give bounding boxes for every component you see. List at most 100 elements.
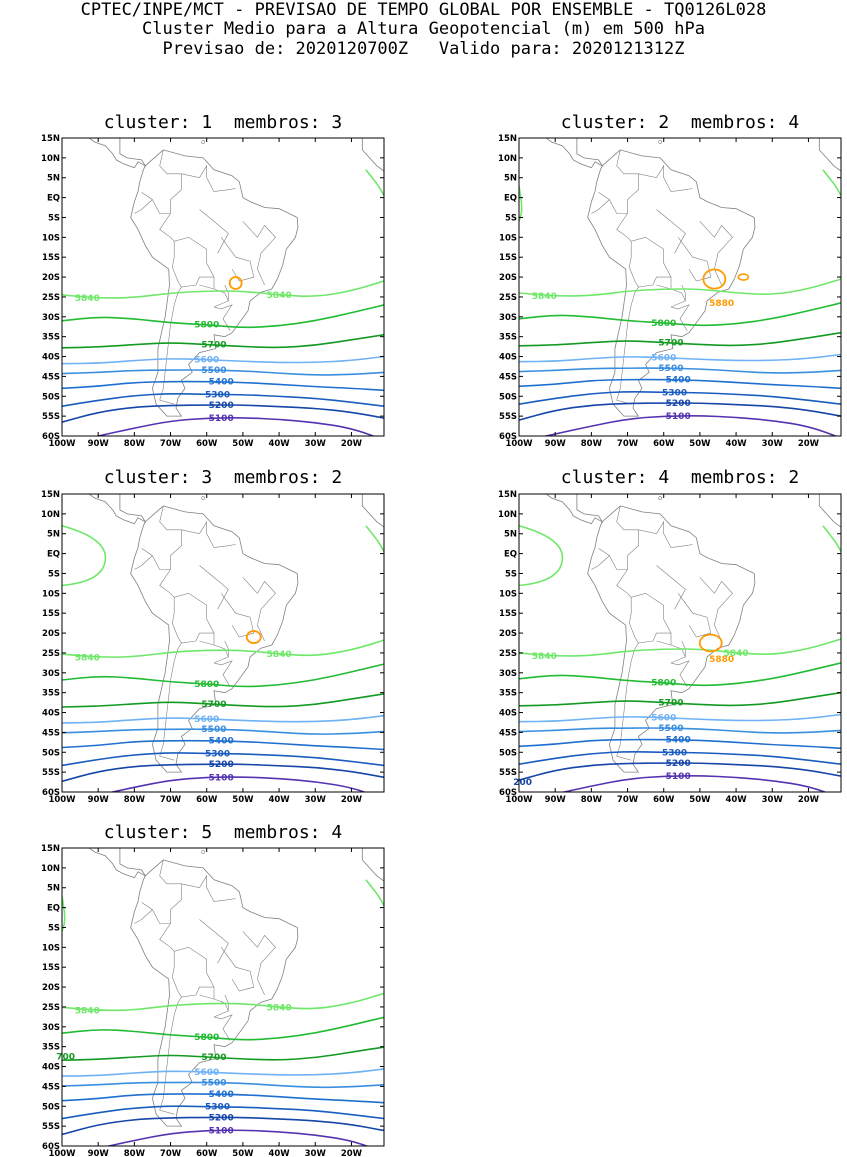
lat-label: 5N xyxy=(504,530,517,540)
lon-label: 90W xyxy=(88,1149,110,1157)
contour-5840 xyxy=(62,992,384,1012)
lon-label: 80W xyxy=(124,1149,146,1157)
lat-label: 15N xyxy=(41,490,60,500)
lat-label: 40S xyxy=(499,353,517,363)
lat-label: 35S xyxy=(42,1043,60,1053)
lat-label: 15N xyxy=(498,134,517,144)
lon-label: 100W xyxy=(48,439,76,449)
contour-5840-east xyxy=(822,169,841,196)
country-border xyxy=(134,909,153,924)
country-border xyxy=(591,555,610,570)
lat-label: 5S xyxy=(48,569,60,579)
lat-label: 15N xyxy=(41,844,60,854)
contour-label: 5400 xyxy=(209,737,234,747)
contour-label: 5300 xyxy=(205,1103,230,1113)
lat-label: EQ xyxy=(47,550,60,560)
lon-label: 20W xyxy=(341,439,363,449)
contour-5840-east xyxy=(365,879,384,906)
lon-label: 20W xyxy=(798,795,820,805)
contour-label: 5840 xyxy=(75,1007,100,1017)
lon-label: 40W xyxy=(268,795,290,805)
contour-label: 5700 xyxy=(658,699,683,709)
contour-5700 xyxy=(519,691,841,707)
lon-label: 80W xyxy=(581,795,603,805)
lon-label: 70W xyxy=(160,439,182,449)
panel-title: cluster: 1 membros: 3 xyxy=(103,112,343,133)
contour-5700 xyxy=(62,693,384,708)
lon-label: 60W xyxy=(196,795,218,805)
contour-5840-east xyxy=(822,525,841,552)
lon-label: 40W xyxy=(268,439,290,449)
coastline xyxy=(545,138,604,169)
lat-label: 50S xyxy=(42,392,60,402)
country-border xyxy=(628,241,671,288)
lat-label: 40S xyxy=(42,709,60,719)
lat-label: 5N xyxy=(47,884,60,894)
country-border xyxy=(656,209,686,254)
lon-label: 50W xyxy=(232,795,254,805)
contour-5840-east xyxy=(365,169,384,196)
panel-title: cluster: 4 membros: 2 xyxy=(560,467,800,488)
lat-label: 40S xyxy=(42,1063,60,1073)
country-border xyxy=(224,284,229,301)
country-border xyxy=(181,164,236,192)
contour-label: 5600 xyxy=(651,714,676,724)
contour-label: 5400 xyxy=(666,376,691,386)
country-border xyxy=(677,237,712,282)
lat-label: 60S xyxy=(499,788,517,798)
lat-label: 60S xyxy=(499,432,517,442)
contour-label: 5500 xyxy=(658,364,683,374)
contour-label: 5200 xyxy=(209,401,234,411)
lat-label: 35S xyxy=(42,333,60,343)
contour-label: 5200 xyxy=(209,760,234,770)
contour-5400 xyxy=(62,1093,384,1104)
lon-label: 40W xyxy=(725,795,747,805)
lat-label: 10S xyxy=(499,589,517,599)
coastline xyxy=(88,494,147,525)
lon-label: 100W xyxy=(505,795,533,805)
contour-5100 xyxy=(542,415,838,436)
lat-label: 15S xyxy=(499,609,517,619)
island xyxy=(201,496,205,500)
lat-label: EQ xyxy=(47,904,60,914)
lon-label: 20W xyxy=(341,795,363,805)
lon-label: 20W xyxy=(798,439,820,449)
contour-label: 5300 xyxy=(205,390,230,400)
country-border xyxy=(616,213,672,289)
country-border xyxy=(171,241,214,288)
contour-label: 5700 xyxy=(201,1053,226,1063)
coastline xyxy=(130,859,299,1127)
contour-label: 5600 xyxy=(194,356,219,366)
island xyxy=(201,850,205,854)
lon-label: 100W xyxy=(48,795,76,805)
contour-label: 5840 xyxy=(75,653,100,663)
country-border xyxy=(670,660,690,687)
lat-label: 25S xyxy=(42,293,60,303)
lon-label: 50W xyxy=(689,439,711,449)
country-border xyxy=(181,520,236,548)
contour-5880-small xyxy=(737,273,750,281)
lat-label: 5N xyxy=(504,174,517,184)
lon-label: 60W xyxy=(653,795,675,805)
country-border xyxy=(616,569,672,645)
contour-5100 xyxy=(105,1129,369,1146)
lon-label: 90W xyxy=(88,439,110,449)
lon-label: 30W xyxy=(305,795,327,805)
lat-label: 35S xyxy=(499,333,517,343)
lat-label: 10S xyxy=(42,943,60,953)
contour-5500 xyxy=(62,1081,384,1089)
lat-label: 55S xyxy=(42,412,60,422)
lat-label: 5S xyxy=(48,923,60,933)
contour-5800 xyxy=(62,304,384,329)
lat-label: 5S xyxy=(48,213,60,223)
lat-label: 15N xyxy=(41,134,60,144)
country-border xyxy=(598,149,639,214)
contour-label: 5500 xyxy=(201,1078,226,1088)
contour-label: 5300 xyxy=(662,748,687,758)
country-border xyxy=(220,947,255,992)
contour-5500 xyxy=(519,727,841,734)
map-panel-2: 5880 5840 5800 5700 5600 5500 5400 5300 5200 5100… xyxy=(498,134,842,449)
